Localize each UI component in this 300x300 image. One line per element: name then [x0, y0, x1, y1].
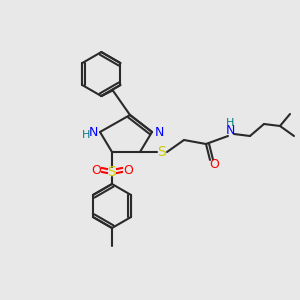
Text: H: H: [82, 130, 90, 140]
Text: N: N: [88, 125, 98, 139]
Text: H: H: [226, 118, 234, 128]
Text: O: O: [209, 158, 219, 172]
Text: O: O: [91, 164, 101, 176]
Text: O: O: [123, 164, 133, 176]
Text: N: N: [154, 125, 164, 139]
Text: S: S: [108, 165, 116, 179]
Text: S: S: [158, 145, 166, 159]
Text: N: N: [225, 124, 235, 137]
